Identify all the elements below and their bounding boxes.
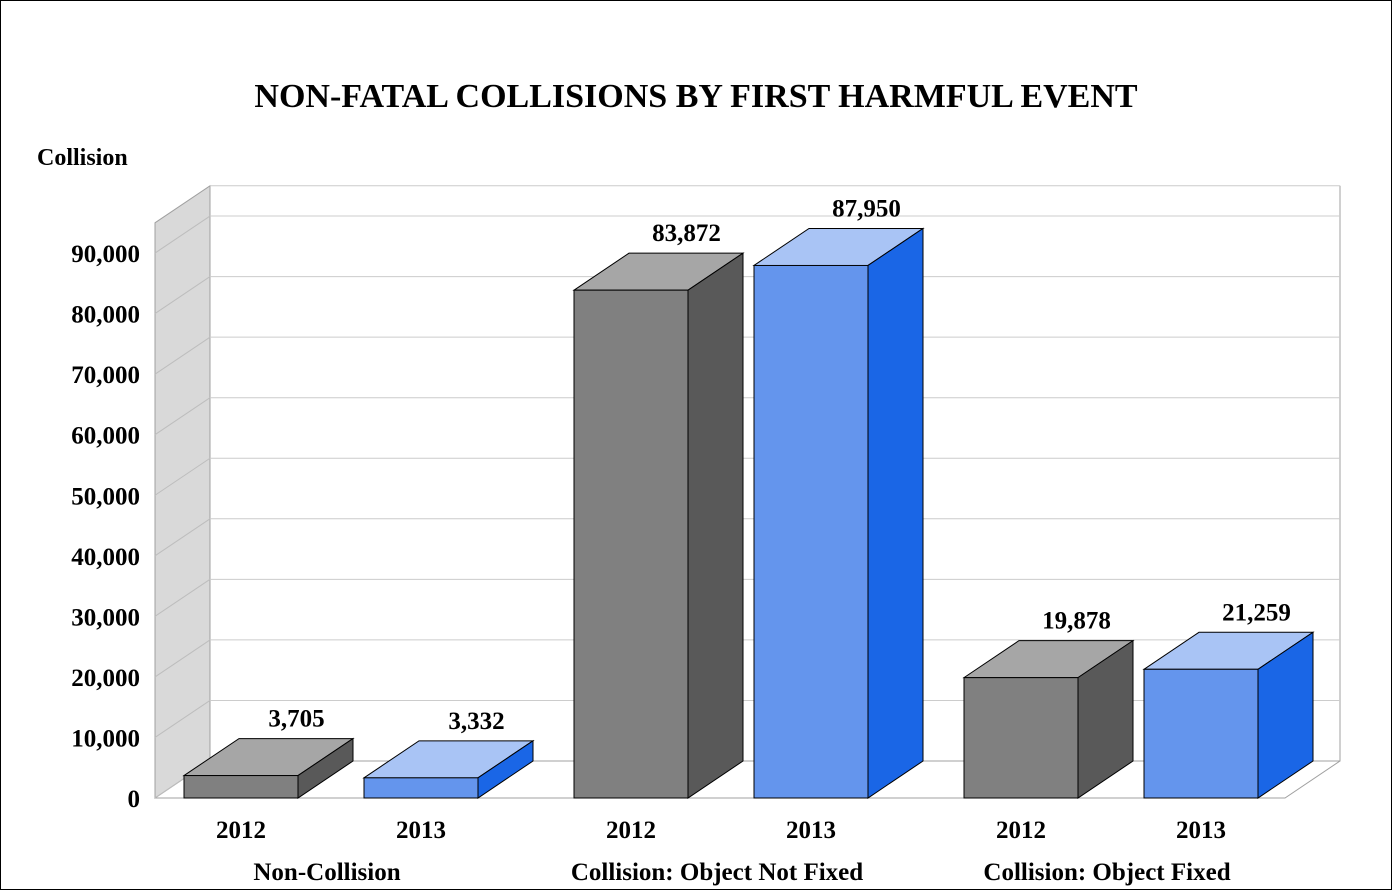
y-tick-label: 0 (128, 786, 141, 813)
y-tick-label: 10,000 (71, 725, 140, 752)
data-label: 3,705 (268, 706, 324, 733)
bar: 3,705 (182, 706, 355, 799)
side-grid-line (154, 336, 211, 375)
x-tick-label: 2012 (996, 817, 1046, 844)
category-label: Collision: Object Not Fixed (571, 859, 863, 886)
bar-front (363, 777, 479, 799)
bars: 3,705 3,332 83,872 87,950 19,878 21,259 (182, 195, 1315, 799)
bar-side (687, 252, 744, 799)
y-tick-label: 60,000 (71, 423, 140, 450)
y-tick-label: 70,000 (71, 362, 140, 389)
side-grid-line (154, 215, 211, 254)
y-tick-label: 40,000 (71, 544, 140, 571)
data-label: 21,259 (1222, 599, 1291, 626)
bar: 83,872 (572, 220, 745, 799)
y-tick-labels: 0 10,000 20,000 30,000 40,000 50,000 60,000 70,… (71, 241, 140, 813)
data-label: 87,950 (832, 195, 901, 222)
category-label: Collision: Object Fixed (983, 859, 1230, 886)
bar: 87,950 (752, 195, 925, 799)
bar-front (963, 677, 1079, 799)
side-grid-line (154, 700, 211, 738)
y-axis-title: Collision (37, 145, 128, 171)
bar-front (183, 775, 299, 799)
data-label: 83,872 (652, 220, 721, 247)
data-label: 3,332 (448, 708, 504, 735)
bar-front (753, 264, 869, 799)
bar: 19,878 (962, 608, 1135, 799)
bar-front (1143, 668, 1259, 799)
side-grid-line (154, 639, 211, 678)
y-tick-label: 30,000 (71, 604, 140, 631)
side-grid-line (154, 457, 211, 496)
bar-front (573, 289, 689, 799)
data-label: 19,878 (1042, 608, 1111, 635)
y-tick-label: 20,000 (71, 665, 140, 692)
y-tick-label: 90,000 (71, 241, 140, 268)
x-tick-label: 2012 (216, 817, 266, 844)
bar: 3,332 (362, 708, 535, 799)
side-grid-line (154, 397, 211, 436)
x-tick-label: 2013 (1176, 817, 1226, 844)
x-tick-label: 2013 (786, 817, 836, 844)
side-grid-line (154, 276, 211, 315)
bar-side (867, 227, 924, 799)
x-tick-label: 2013 (396, 817, 446, 844)
x-labels: 2012 2013 Non-Collision 2012 2013 Collision: … (216, 817, 1231, 886)
side-grid-line (154, 578, 211, 617)
category-label: Non-Collision (253, 859, 400, 886)
y-tick-label: 80,000 (71, 302, 140, 329)
y-tick-label: 50,000 (71, 483, 140, 510)
x-tick-label: 2012 (606, 817, 656, 844)
chart-title: NON-FATAL COLLISIONS BY FIRST HARMFUL EV… (254, 78, 1138, 115)
side-grid-line (154, 518, 211, 557)
floor-edge (155, 760, 1341, 799)
bar: 21,259 (1142, 599, 1315, 799)
